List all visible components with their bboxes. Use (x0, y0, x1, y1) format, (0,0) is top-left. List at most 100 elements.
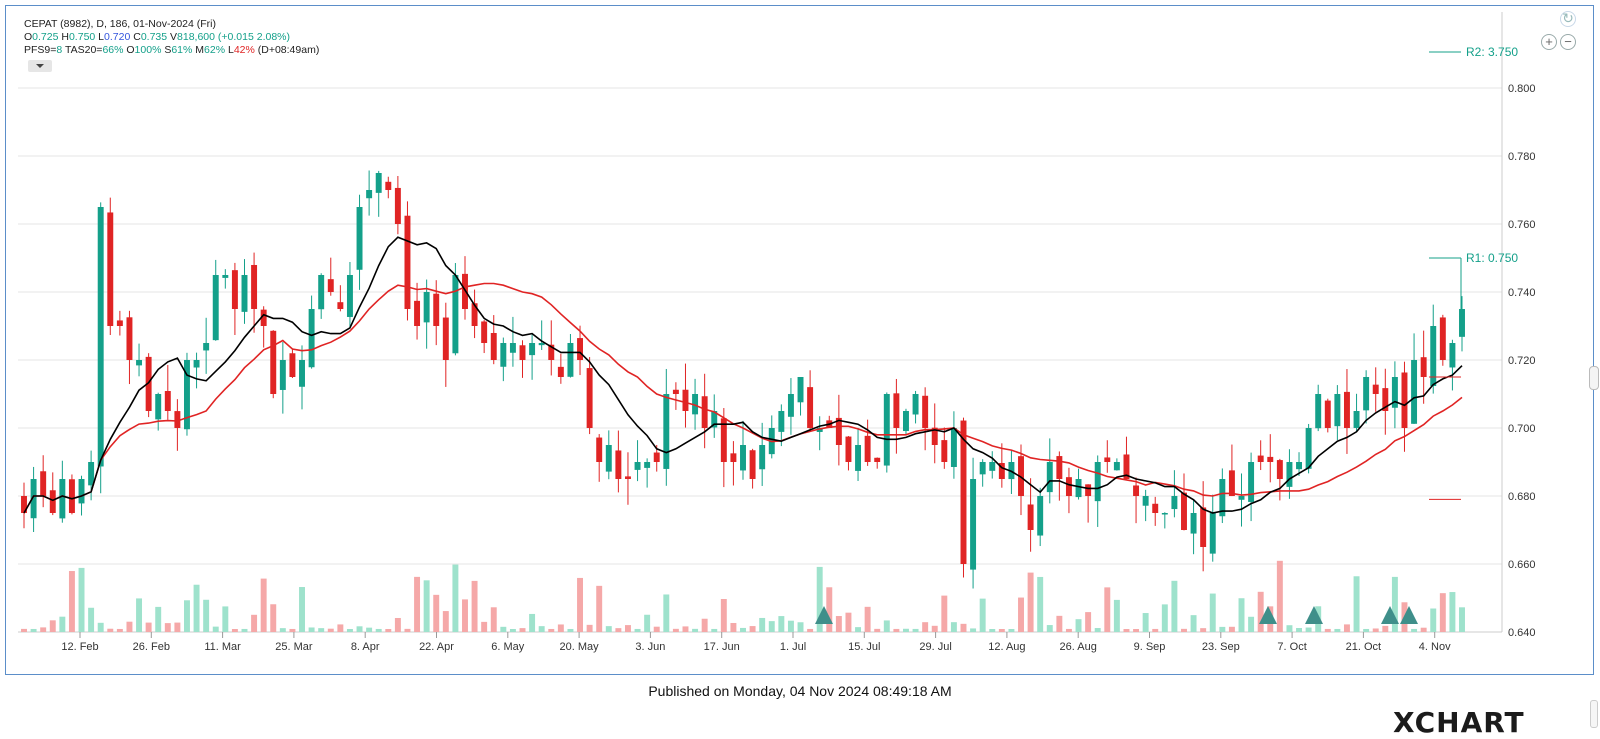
x-tick-label: 3. Jun (635, 641, 665, 653)
collapse-legend-button[interactable] (28, 60, 52, 72)
volume-bar (1065, 628, 1072, 632)
x-tick-label: 12. Aug (988, 641, 1025, 653)
candle-body (1219, 479, 1226, 517)
candle-body (864, 435, 871, 462)
candle-body (1439, 317, 1446, 360)
candle-body (193, 360, 200, 368)
candle-body (346, 275, 353, 317)
candle-body (1065, 477, 1072, 496)
candle-body (97, 207, 104, 467)
volume-bar (701, 618, 708, 632)
candle-body (1075, 479, 1082, 498)
volume-bar (433, 594, 440, 632)
candle-body (1085, 484, 1092, 496)
volume-bar (212, 626, 219, 632)
volume-bar (97, 622, 104, 632)
candle-body (835, 417, 842, 445)
candle-body (1142, 496, 1149, 506)
x-tick-label: 4. Nov (1419, 641, 1451, 653)
side-panel-handle[interactable] (1589, 366, 1599, 390)
volume-bar (1286, 625, 1293, 632)
volume-bar (970, 628, 977, 632)
candle-body (356, 207, 363, 270)
volume-bar (1056, 615, 1063, 632)
candle-body (529, 343, 536, 356)
candle-body (136, 360, 143, 366)
candle-body (548, 344, 555, 360)
volume-bar (164, 623, 171, 632)
candle-body (423, 292, 430, 323)
candle-body (1324, 400, 1331, 428)
candle-body (49, 490, 56, 513)
candle-body (1382, 388, 1389, 411)
candle-body (1181, 492, 1187, 530)
candle-body (912, 394, 919, 415)
candle-body (1018, 456, 1024, 496)
volume-bar (1228, 626, 1235, 632)
volume-bar (730, 622, 737, 632)
candle-body (471, 303, 478, 326)
y-tick-label: 0.740 (1508, 287, 1536, 299)
volume-bar (893, 628, 900, 632)
candle-body (778, 411, 785, 432)
level-label: R1: 0.750 (1466, 251, 1518, 265)
volume-bar (1363, 628, 1370, 632)
volume-bar (327, 628, 334, 632)
volume-bar (826, 587, 833, 632)
candle-body (279, 360, 286, 390)
volume-bar (394, 617, 401, 632)
candle-body (807, 387, 814, 428)
x-tick-label: 11. Mar (204, 641, 241, 653)
x-tick-label: 20. May (560, 641, 600, 653)
y-tick-label: 0.660 (1508, 559, 1536, 571)
volume-bar (68, 571, 75, 632)
volume-bar (1200, 628, 1207, 632)
candle-body (78, 479, 85, 504)
volume-bar (1353, 576, 1360, 632)
candle-body (692, 394, 699, 415)
signal-triangle (1305, 606, 1323, 624)
volume-bar (653, 626, 660, 632)
candle-body (212, 275, 219, 341)
volume-bar (692, 628, 699, 632)
volume-bar (1382, 625, 1389, 632)
candle-body (1027, 504, 1034, 530)
volume-bar (605, 626, 612, 632)
candle-body (596, 437, 603, 462)
candle-body (308, 309, 315, 368)
volume-bar (88, 607, 95, 632)
volume-bar (749, 626, 756, 632)
refresh-icon[interactable]: ↻ (1560, 11, 1576, 27)
candle-body (1248, 462, 1255, 502)
candle-body (950, 428, 957, 467)
x-tick-label: 1. Jul (780, 641, 806, 653)
candle-body (941, 440, 948, 462)
candle-body (155, 394, 162, 420)
x-tick-label: 8. Apr (351, 641, 380, 653)
candle-body (222, 275, 229, 278)
candle-body (327, 279, 334, 292)
candle-body (1315, 394, 1322, 429)
candle-body (970, 479, 977, 570)
volume-bar (222, 606, 229, 632)
volume-bar (308, 627, 315, 632)
ma-short-line (23, 236, 1463, 514)
candle-body (251, 264, 258, 309)
volume-bar (49, 620, 56, 632)
volume-bar (184, 600, 190, 632)
candle-body (1209, 513, 1216, 554)
volume-bar (950, 622, 957, 632)
volume-bar (366, 627, 373, 632)
resize-handle[interactable] (1590, 700, 1598, 728)
volume-bar (509, 628, 516, 632)
candle-body (624, 476, 631, 479)
volume-bar (299, 587, 305, 632)
volume-bar (1085, 612, 1092, 632)
candle-body (1123, 454, 1130, 479)
volume-bar (241, 628, 248, 632)
zoom-out-icon[interactable]: − (1560, 34, 1576, 50)
candle-body (299, 360, 305, 387)
price-chart[interactable]: 0.640 0.660 0.680 0.700 0.720 0.740 0.760 0.780… (6, 6, 1595, 676)
candle-body (88, 462, 95, 486)
zoom-in-icon[interactable]: + (1541, 34, 1557, 50)
